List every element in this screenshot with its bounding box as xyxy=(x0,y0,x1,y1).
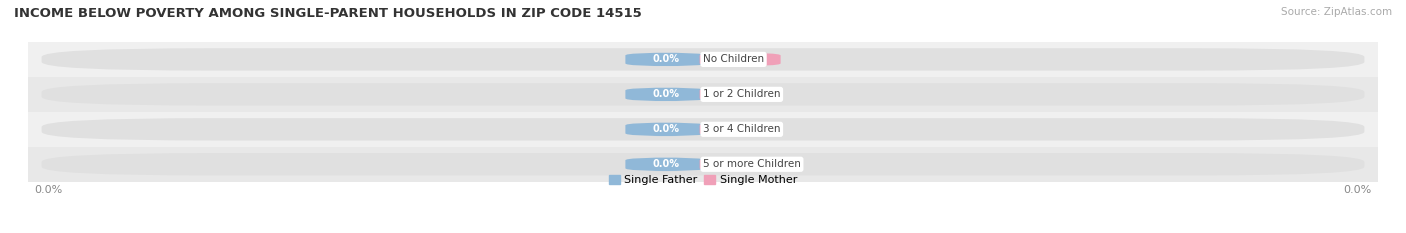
FancyBboxPatch shape xyxy=(626,53,706,66)
FancyBboxPatch shape xyxy=(42,118,1364,140)
FancyBboxPatch shape xyxy=(42,153,1364,175)
FancyBboxPatch shape xyxy=(42,48,1364,71)
Text: INCOME BELOW POVERTY AMONG SINGLE-PARENT HOUSEHOLDS IN ZIP CODE 14515: INCOME BELOW POVERTY AMONG SINGLE-PARENT… xyxy=(14,7,641,20)
Text: 3 or 4 Children: 3 or 4 Children xyxy=(703,124,780,134)
FancyBboxPatch shape xyxy=(626,158,706,171)
Bar xyxy=(28,42,1378,77)
Text: 0.0%: 0.0% xyxy=(652,159,679,169)
FancyBboxPatch shape xyxy=(626,123,706,136)
Bar xyxy=(28,147,1378,182)
Bar xyxy=(28,112,1378,147)
Legend: Single Father, Single Mother: Single Father, Single Mother xyxy=(606,172,800,187)
Text: 0.0%: 0.0% xyxy=(727,89,754,99)
Text: 1 or 2 Children: 1 or 2 Children xyxy=(703,89,780,99)
FancyBboxPatch shape xyxy=(700,53,780,66)
Text: 5 or more Children: 5 or more Children xyxy=(703,159,801,169)
FancyBboxPatch shape xyxy=(42,83,1364,106)
Text: Source: ZipAtlas.com: Source: ZipAtlas.com xyxy=(1281,7,1392,17)
FancyBboxPatch shape xyxy=(700,123,780,136)
Text: 0.0%: 0.0% xyxy=(652,89,679,99)
FancyBboxPatch shape xyxy=(700,158,780,171)
Text: No Children: No Children xyxy=(703,55,763,64)
Text: 0.0%: 0.0% xyxy=(727,55,754,64)
Text: 0.0%: 0.0% xyxy=(727,124,754,134)
Bar xyxy=(28,77,1378,112)
FancyBboxPatch shape xyxy=(700,88,780,101)
Text: 0.0%: 0.0% xyxy=(727,159,754,169)
Text: 0.0%: 0.0% xyxy=(652,124,679,134)
Text: 0.0%: 0.0% xyxy=(652,55,679,64)
FancyBboxPatch shape xyxy=(626,88,706,101)
